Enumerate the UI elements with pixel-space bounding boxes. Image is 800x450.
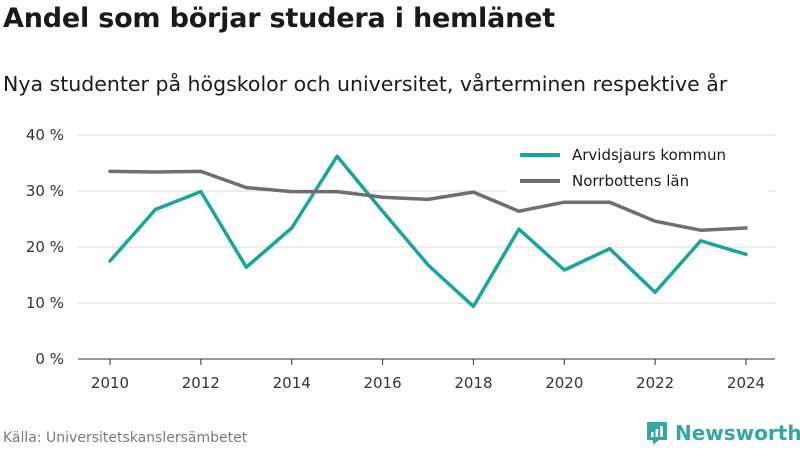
page-title: Andel som börjar studera i hemlänet [3,3,555,34]
x-tick-label: 2018 [454,374,492,392]
y-tick-label: 0 % [35,350,64,368]
x-tick-label: 2024 [727,374,765,392]
x-tick-label: 2010 [91,374,129,392]
y-tick-label: 40 % [26,126,64,144]
chart-legend: Arvidsjaurs kommun Norrbottens län [506,142,768,194]
x-tick-label: 2020 [545,374,583,392]
y-tick-label: 20 % [26,238,64,256]
y-tick-label: 10 % [26,294,64,312]
x-tick-label: 2014 [273,374,311,392]
x-tick-label: 2016 [363,374,401,392]
source-note: Källa: Universitetskanslersämbetet [3,430,248,446]
series-line-1 [108,154,748,309]
x-tick-label: 2012 [182,374,220,392]
series-line-2 [108,169,748,232]
y-tick-label: 30 % [26,182,64,200]
y-axis-ticks: 0 % 10 % 20 % 30 % 40 % [26,126,64,368]
page-subtitle: Nya studenter på högskolor och universit… [3,72,728,96]
legend-label: Arvidsjaurs kommun [572,146,726,164]
brand-name: Newsworthy [675,421,800,445]
legend-label: Norrbottens län [572,172,689,190]
newsworthy-logo-icon [647,422,667,445]
brand: Newsworthy [645,418,800,448]
x-axis: 2010 2012 2014 2016 2018 2020 2022 2024 [78,358,775,392]
x-tick-label: 2022 [636,374,674,392]
chart-series [108,154,748,309]
legend-background [506,142,768,194]
